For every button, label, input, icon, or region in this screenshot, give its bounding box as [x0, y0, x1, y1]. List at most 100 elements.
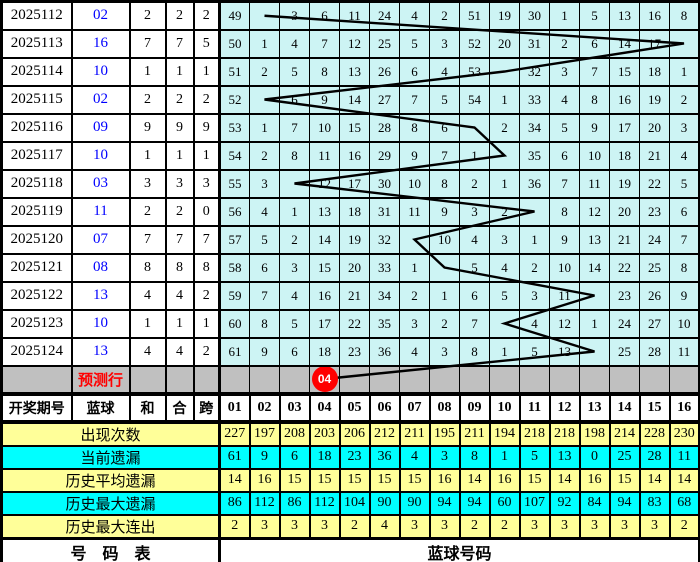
- blue-ball-cell: 02: [70, 84, 131, 115]
- omission-cell: 13: [549, 336, 580, 367]
- sum-cell: 1: [128, 56, 167, 87]
- omission-cell: 5: [489, 280, 520, 311]
- period-cell: 2025118: [0, 168, 73, 199]
- blue-ball-cell: 11: [70, 196, 131, 227]
- combine-cell: 7: [164, 224, 195, 255]
- omission-cell: 6: [669, 196, 700, 227]
- stat-value: 4: [368, 513, 401, 539]
- combine-cell: 2: [164, 196, 195, 227]
- span-cell: 5: [192, 28, 221, 59]
- omission-cell: 34: [369, 280, 400, 311]
- sum-cell: 2: [128, 196, 167, 227]
- omission-cell: 1: [249, 28, 280, 59]
- omission-cell: 5: [579, 0, 610, 31]
- omission-cell: 14: [339, 84, 370, 115]
- sum-cell: 4: [128, 280, 167, 311]
- stat-value: 14: [638, 467, 671, 493]
- stat-value: 15: [398, 467, 431, 493]
- omission-cell: 11: [549, 280, 580, 311]
- span-cell: 9: [192, 112, 221, 143]
- stat-value: 2: [218, 513, 251, 539]
- prediction-empty-cell: [192, 364, 221, 395]
- omission-cell: 50: [218, 28, 250, 59]
- stat-value: 94: [428, 490, 461, 516]
- omission-cell: 11: [669, 336, 700, 367]
- stat-value: 3: [578, 513, 611, 539]
- combine-cell: 2: [164, 84, 195, 115]
- omission-cell: 4: [279, 28, 310, 59]
- stat-label: 历史最大连出: [0, 513, 221, 539]
- omission-cell: 20: [489, 28, 520, 59]
- span-cell: 3: [192, 168, 221, 199]
- combine-cell: 4: [164, 336, 195, 367]
- sum-cell: 1: [128, 308, 167, 339]
- omission-cell: 25: [369, 28, 400, 59]
- omission-cell: 20: [609, 196, 640, 227]
- blue-ball-cell: 10: [70, 140, 131, 171]
- omission-cell: 7: [309, 28, 340, 59]
- omission-cell: 31: [519, 28, 550, 59]
- omission-cell: 11: [339, 0, 370, 31]
- stat-value: 3: [428, 513, 461, 539]
- period-cell: 2025120: [0, 224, 73, 255]
- stat-value: 112: [248, 490, 281, 516]
- stat-value: 2: [488, 513, 521, 539]
- omission-cell: 55: [218, 168, 250, 199]
- stat-value: 3: [548, 513, 581, 539]
- sum-cell: 3: [128, 168, 167, 199]
- stat-label: 历史平均遗漏: [0, 467, 221, 493]
- period-cell: 2025113: [0, 28, 73, 59]
- omission-cell: 2: [249, 56, 280, 87]
- omission-cell: 3: [429, 28, 460, 59]
- combine-cell: 2: [164, 0, 195, 31]
- omission-cell: 35: [369, 308, 400, 339]
- stat-value: 14: [458, 467, 491, 493]
- span-cell: 2: [192, 280, 221, 311]
- draw-row: 2025122 13 4 4 2 59 7 4 16 21 34 2 1 6 5 3 11 23 26 9: [0, 280, 700, 311]
- stat-row: 当前遗漏 61 9 6 18 23 36 4 3 8 1 5 13 0 25 28 11: [0, 444, 700, 470]
- omission-cell: 15: [309, 252, 340, 283]
- omission-cell: 8: [249, 308, 280, 339]
- omission-cell: 51: [218, 56, 250, 87]
- omission-cell: 12: [339, 28, 370, 59]
- stat-value: 28: [638, 444, 671, 470]
- omission-cell: 30: [369, 168, 400, 199]
- header-combine: 合: [164, 391, 195, 424]
- span-cell: 1: [192, 56, 221, 87]
- column-header-row: 开奖期号 蓝球和合跨 01 02 03 04 05 06 07 08 09 10 11 12 13 14 15 1…: [0, 391, 700, 424]
- omission-cell: 17: [609, 112, 640, 143]
- stat-value: 212: [368, 420, 401, 447]
- period-cell: 2025115: [0, 84, 73, 115]
- stat-value: 2: [338, 513, 371, 539]
- footer-row: 号 码 表蓝球号码: [0, 536, 700, 562]
- stat-value: 214: [608, 420, 641, 447]
- header-ball-number: 03: [278, 391, 311, 424]
- omission-cell: 5: [459, 252, 490, 283]
- stat-value: 228: [638, 420, 671, 447]
- omission-cell: 6: [459, 280, 490, 311]
- omission-cell: 5: [279, 308, 310, 339]
- header-ball-number: 06: [368, 391, 401, 424]
- draw-row: 2025118 03 3 3 3 55 3 12 17 30 10 8 2 1 36 7 11 19 22 5: [0, 168, 700, 199]
- stat-value: 23: [338, 444, 371, 470]
- stat-row: 历史最大遗漏 86 112 86 112 104 90 90 94 94 60 107 92 84 94 83…: [0, 490, 700, 516]
- sum-cell: 8: [128, 252, 167, 283]
- omission-cell: 7: [459, 308, 490, 339]
- omission-cell: 4: [549, 84, 580, 115]
- stat-value: 15: [368, 467, 401, 493]
- omission-cell: 1: [489, 336, 520, 367]
- header-ball-number: 14: [608, 391, 641, 424]
- omission-cell: 5: [549, 112, 580, 143]
- stat-value: 3: [248, 513, 281, 539]
- omission-cell: 4: [429, 56, 460, 87]
- omission-cell: [249, 84, 280, 115]
- stat-row: 历史最大连出 2 3 3 3 2 4 3 3 2 2 3 3 3 3 3 2: [0, 513, 700, 539]
- omission-cell: 14: [309, 224, 340, 255]
- stat-value: 15: [278, 467, 311, 493]
- prediction-grid-cell: [489, 364, 520, 395]
- omission-cell: 5: [669, 168, 700, 199]
- prediction-grid-cell: [369, 364, 400, 395]
- stat-value: 14: [668, 467, 700, 493]
- omission-cell: 1: [489, 84, 520, 115]
